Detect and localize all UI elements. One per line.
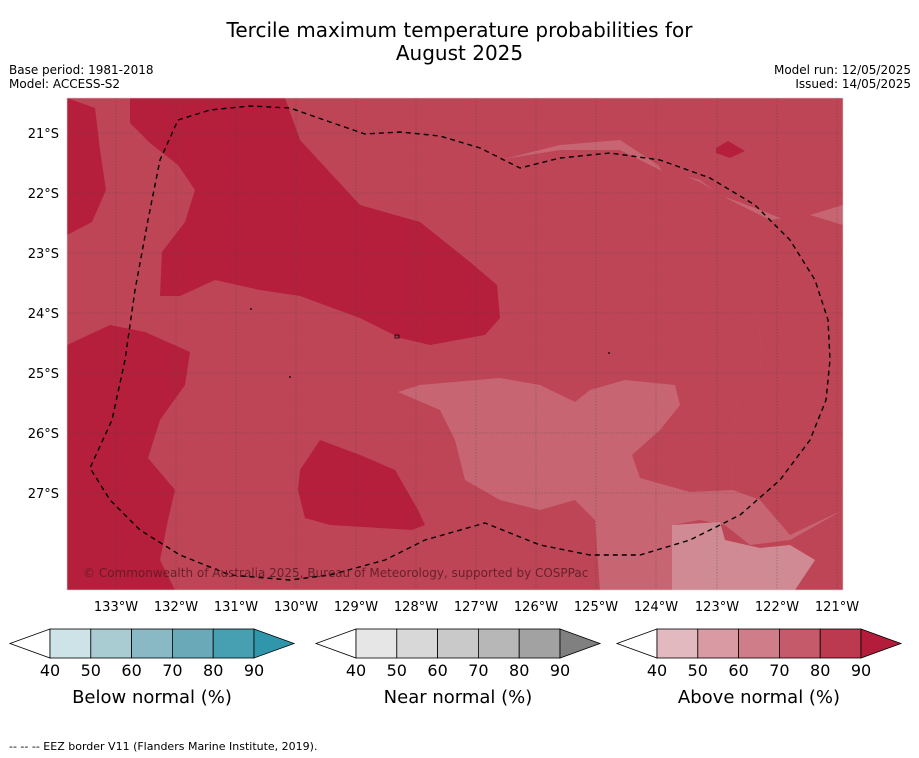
colorbar-tick: 90 (550, 661, 570, 680)
colorbar-near-normal: 40 50 60 70 80 90 (314, 628, 602, 680)
model-name: Model: ACCESS-S2 (9, 77, 121, 91)
colorbar-tick: 60 (427, 661, 447, 680)
colorbar-segment (131, 628, 173, 659)
colorbar-tick: 70 (769, 661, 789, 680)
x-tick: 123°W (695, 600, 739, 615)
title-line-2: August 2025 (395, 41, 524, 65)
map-area (67, 98, 843, 590)
x-tick: 121°W (815, 600, 859, 615)
y-tick: 23°S (28, 247, 59, 262)
colorbar-tick: 80 (509, 661, 529, 680)
y-tick: 21°S (28, 127, 59, 142)
colorbar-segment (738, 628, 780, 659)
colorbar-segment (779, 628, 821, 659)
chart-title: Tercile maximum temperature probabilitie… (0, 19, 919, 65)
x-tick-labels: 133°W 132°W 131°W 130°W 129°W 128°W 127°… (94, 600, 859, 615)
colorbar-segment (396, 628, 438, 659)
colorbar-extend-low (314, 628, 357, 659)
colorbar-tick: 40 (346, 661, 366, 680)
island-mark-4 (608, 352, 610, 354)
colorbar-segment (212, 628, 255, 659)
meta-right: Model run: 12/05/2025 Issued: 14/05/2025 (774, 63, 911, 91)
colorbar-segment (90, 628, 133, 659)
colorbar-tick: 80 (203, 661, 223, 680)
island-mark-2 (250, 308, 252, 310)
x-tick: 132°W (154, 600, 198, 615)
x-tick: 127°W (454, 600, 498, 615)
colorbar-extend-high (559, 628, 602, 659)
x-tick: 122°W (755, 600, 799, 615)
colorbar-extend-high (253, 628, 296, 659)
x-tick: 128°W (394, 600, 438, 615)
colorbar-tick: 60 (728, 661, 748, 680)
colorbar-tick: 80 (810, 661, 830, 680)
colorbar-tick: 40 (40, 661, 60, 680)
colorbar-label-near: Near normal (%) (384, 687, 533, 708)
eez-footnote: -- -- -- EEZ border V11 (Flanders Marine… (9, 740, 318, 753)
colorbar-segment (819, 628, 862, 659)
y-tick: 26°S (28, 427, 59, 442)
colorbar-tick: 90 (244, 661, 264, 680)
field-80-northwest (130, 98, 500, 345)
y-tick: 25°S (28, 367, 59, 382)
colorbar-segment (171, 628, 214, 659)
colorbar-extend-low (8, 628, 51, 659)
field-50-southeast (672, 522, 815, 590)
colorbar-tick: 60 (121, 661, 141, 680)
map-frame (66, 97, 844, 591)
colorbar-tick: 90 (851, 661, 871, 680)
colorbar-tick: 70 (162, 661, 182, 680)
colorbar-segment (355, 628, 398, 659)
colorbar-segment (49, 628, 92, 659)
colorbar-segment (437, 628, 479, 659)
x-tick: 129°W (334, 600, 378, 615)
colorbar-extend-low (615, 628, 658, 659)
model-run: Model run: 12/05/2025 (773, 63, 911, 77)
colorbar-tick: 50 (81, 661, 101, 680)
copyright-text: © Commonwealth of Australia 2025, Bureau… (83, 566, 588, 580)
y-tick: 24°S (28, 307, 59, 322)
field-80-pocket (298, 440, 425, 530)
y-tick: 22°S (28, 187, 59, 202)
x-tick: 133°W (94, 600, 138, 615)
field-80-blob-ne (716, 141, 745, 158)
y-tick-labels: 21°S 22°S 23°S 24°S 25°S 26°S 27°S (28, 127, 59, 502)
x-tick: 130°W (274, 600, 318, 615)
colorbar-segment (697, 628, 739, 659)
issued-date: Issued: 14/05/2025 (795, 77, 911, 91)
colorbar-tick: 50 (387, 661, 407, 680)
colorbar-segment (477, 628, 520, 659)
field-80-west-north (67, 98, 106, 235)
colorbar-below-normal: 40 50 60 70 80 90 (8, 628, 296, 680)
x-tick: 125°W (574, 600, 618, 615)
colorbar-label-below: Below normal (%) (72, 687, 232, 708)
island-mark-1 (394, 334, 400, 339)
colorbar-segment (656, 628, 699, 659)
colorbar-tick: 70 (468, 661, 488, 680)
title-line-1: Tercile maximum temperature probabilitie… (226, 18, 693, 42)
colorbar-segment (518, 628, 561, 659)
grid (67, 98, 843, 590)
x-tick: 126°W (514, 600, 558, 615)
colorbar-above-normal: 40 50 60 70 80 90 (615, 628, 903, 680)
colorbar-tick: 40 (647, 661, 667, 680)
colorbar-extend-high (860, 628, 903, 659)
meta-left: Base period: 1981-2018 Model: ACCESS-S2 (9, 63, 154, 91)
colorbar-label-above: Above normal (%) (678, 687, 840, 708)
field-70-east (658, 165, 843, 535)
base-period: Base period: 1981-2018 (9, 63, 154, 77)
island-mark-3 (289, 376, 291, 378)
colorbar-tick: 50 (688, 661, 708, 680)
y-tick: 27°S (28, 487, 59, 502)
field-80-west-south (67, 325, 190, 590)
x-tick: 131°W (214, 600, 258, 615)
x-tick: 124°W (634, 600, 678, 615)
